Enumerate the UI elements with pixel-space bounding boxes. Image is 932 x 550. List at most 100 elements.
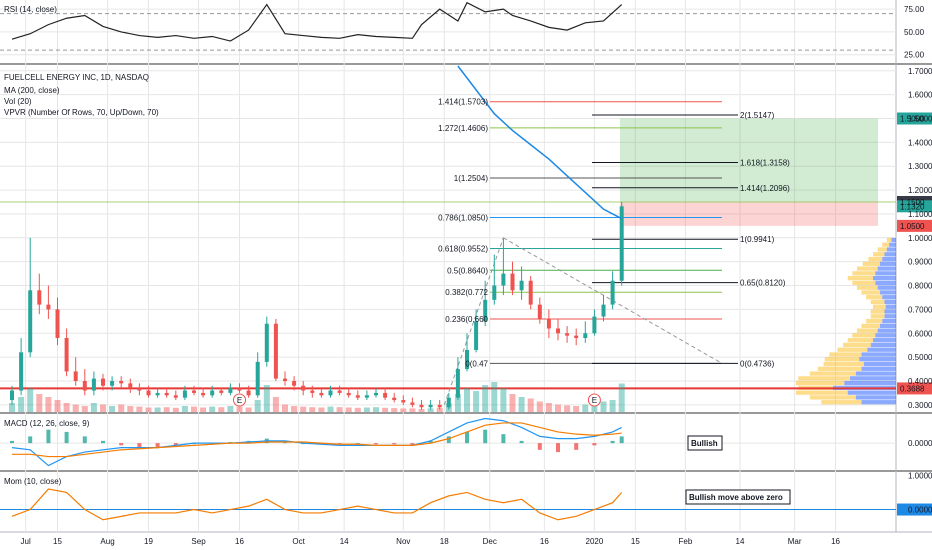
vpvr-up-bar (875, 280, 896, 286)
vpvr-up-bar (877, 266, 896, 271)
macd-histogram-bar (137, 443, 142, 448)
macd-annotation: Bullish (691, 439, 718, 448)
vpvr-up-bar (882, 318, 896, 324)
price-y-tick: 1.0000 (908, 234, 932, 243)
volume-bar (509, 394, 516, 412)
volume-bar (90, 403, 97, 412)
candle-body (73, 371, 78, 381)
candle-body (10, 390, 14, 401)
mom-line (11, 488, 623, 521)
vpvr-down-bar (837, 347, 868, 352)
candle-body (119, 380, 124, 384)
candle-body (264, 323, 269, 362)
macd-histogram-bar (82, 436, 87, 444)
vpvr-up-bar (882, 256, 896, 262)
vpvr-up-bar (859, 357, 896, 362)
candle-body (91, 378, 96, 391)
price-tag (897, 219, 932, 232)
candle-body (173, 395, 178, 398)
mom-y-tick: 1.0000 (908, 471, 932, 480)
price-y-tick: 1.3000 (908, 162, 932, 171)
vpvr-down-bar (877, 247, 887, 252)
volume-bar (72, 404, 79, 412)
vpvr-up-bar (861, 352, 896, 357)
macd-histogram-bar (428, 440, 433, 444)
vpvr-down-bar (809, 371, 856, 376)
earnings-marker[interactable] (233, 393, 246, 407)
vpvr-up-bar (873, 275, 896, 281)
volume-bar (618, 383, 625, 412)
vpvr-down-bar (862, 261, 880, 266)
candle-body (465, 349, 469, 370)
candle-body (537, 304, 542, 319)
fib-extension-label: 2(1.5147) (740, 111, 775, 120)
macd-histogram-bar (355, 443, 360, 445)
volume-bar (518, 397, 525, 412)
x-tick-label: 16 (235, 537, 244, 546)
price-y-tick: 0.6000 (908, 329, 932, 338)
candle-body (610, 280, 615, 305)
trend-line-up (443, 237, 504, 406)
candle-body (146, 390, 151, 396)
price-y-tick: 1.6000 (908, 91, 932, 100)
macd-histogram-bar (119, 443, 124, 446)
candle-body (101, 378, 105, 386)
volume-bar (491, 382, 498, 412)
macd-histogram-bar (101, 440, 105, 444)
candle-body (19, 352, 24, 391)
volume-bar (454, 394, 461, 412)
candle-body (255, 361, 260, 396)
volume-bar (555, 404, 561, 412)
vpvr-up-bar (855, 395, 896, 400)
price-y-tick: 0.3000 (908, 401, 932, 410)
x-tick-label: 14 (340, 537, 349, 546)
fib-extension-label: 0.65(0.8120) (740, 279, 786, 288)
candle-body (401, 400, 406, 403)
volume-bar (191, 406, 197, 412)
volume-bar (345, 407, 352, 412)
vpvr-down-bar (856, 266, 878, 271)
candle-body (201, 392, 206, 396)
price-y-tick: 1.7000 (908, 67, 932, 76)
macd-histogram-bar (10, 440, 14, 444)
candle-body (128, 383, 133, 389)
volume-bar (336, 407, 343, 412)
volume-bar (63, 403, 70, 412)
volume-bar (227, 406, 234, 412)
candle-body (556, 328, 560, 334)
mom-annotation-box (685, 489, 791, 505)
x-tick-label: Oct (292, 537, 305, 546)
candle-body (592, 316, 597, 334)
x-tick-label: Sep (191, 537, 206, 546)
mom-title: Mom (10, close) (4, 477, 62, 486)
candle-body (546, 318, 551, 329)
vpvr-down-bar (821, 400, 862, 405)
volume-bar (9, 403, 15, 412)
earnings-marker-label: E (237, 396, 242, 405)
candles (10, 202, 624, 410)
vpvr-up-bar (884, 309, 896, 314)
volume-bar (354, 407, 361, 412)
price-tag (897, 200, 932, 213)
price-tag-label: 0.3688 (900, 384, 925, 393)
fib-level-label: 1.414(1.5703) (438, 98, 488, 107)
volume-bar (118, 404, 125, 412)
earnings-marker[interactable] (587, 393, 601, 407)
price-tag-label: 1.5000 (900, 114, 925, 123)
candle-body (319, 392, 324, 396)
candle-body (210, 390, 215, 396)
vpvr-up-bar (879, 323, 896, 328)
volume-bar (564, 405, 571, 412)
candle-body (228, 388, 233, 393)
candle-body (292, 380, 297, 386)
candle-body (355, 395, 360, 398)
candle-body (383, 392, 388, 398)
vpvr-down-bar (886, 237, 892, 243)
vpvr-down-bar (856, 328, 878, 333)
volume-bar (527, 398, 534, 412)
rsi-y-tick: 25.00 (904, 51, 925, 60)
volume-bar (172, 407, 179, 412)
candle-body (310, 390, 315, 393)
vpvr-up-bar (877, 328, 896, 333)
